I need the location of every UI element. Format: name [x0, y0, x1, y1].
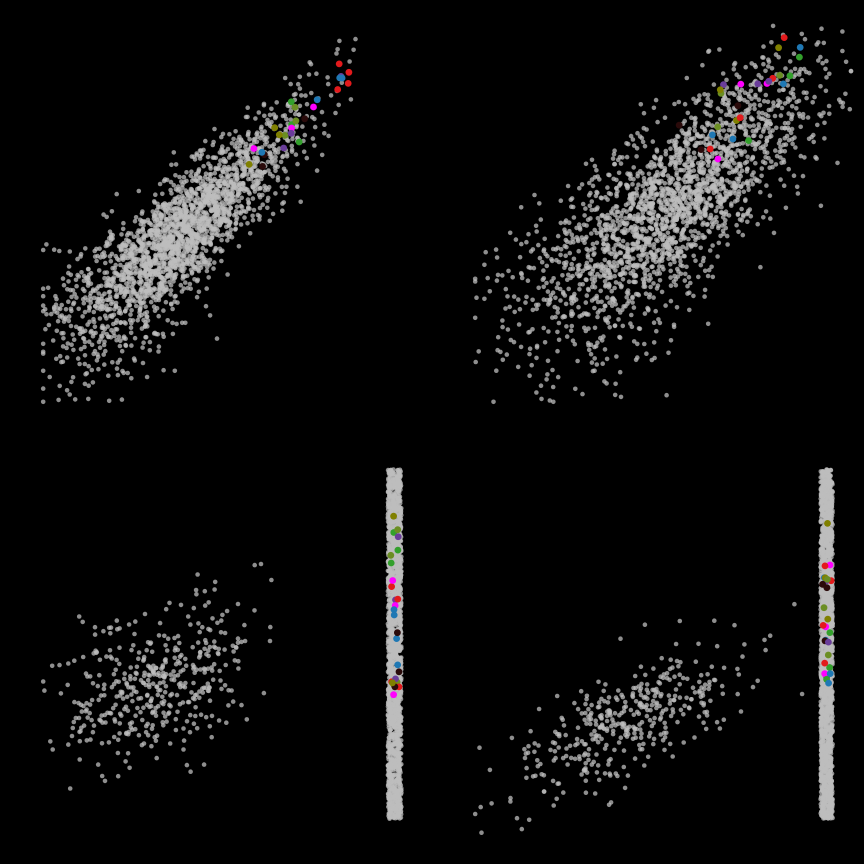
panel-top-right	[432, 0, 864, 432]
panel-bottom-right	[432, 432, 864, 864]
scatter-bl	[0, 432, 432, 864]
scatter-tr	[432, 0, 864, 432]
panel-bottom-left	[0, 432, 432, 864]
scatter-grid	[0, 0, 864, 864]
scatter-br	[432, 432, 864, 864]
panel-top-left	[0, 0, 432, 432]
scatter-tl	[0, 0, 432, 432]
